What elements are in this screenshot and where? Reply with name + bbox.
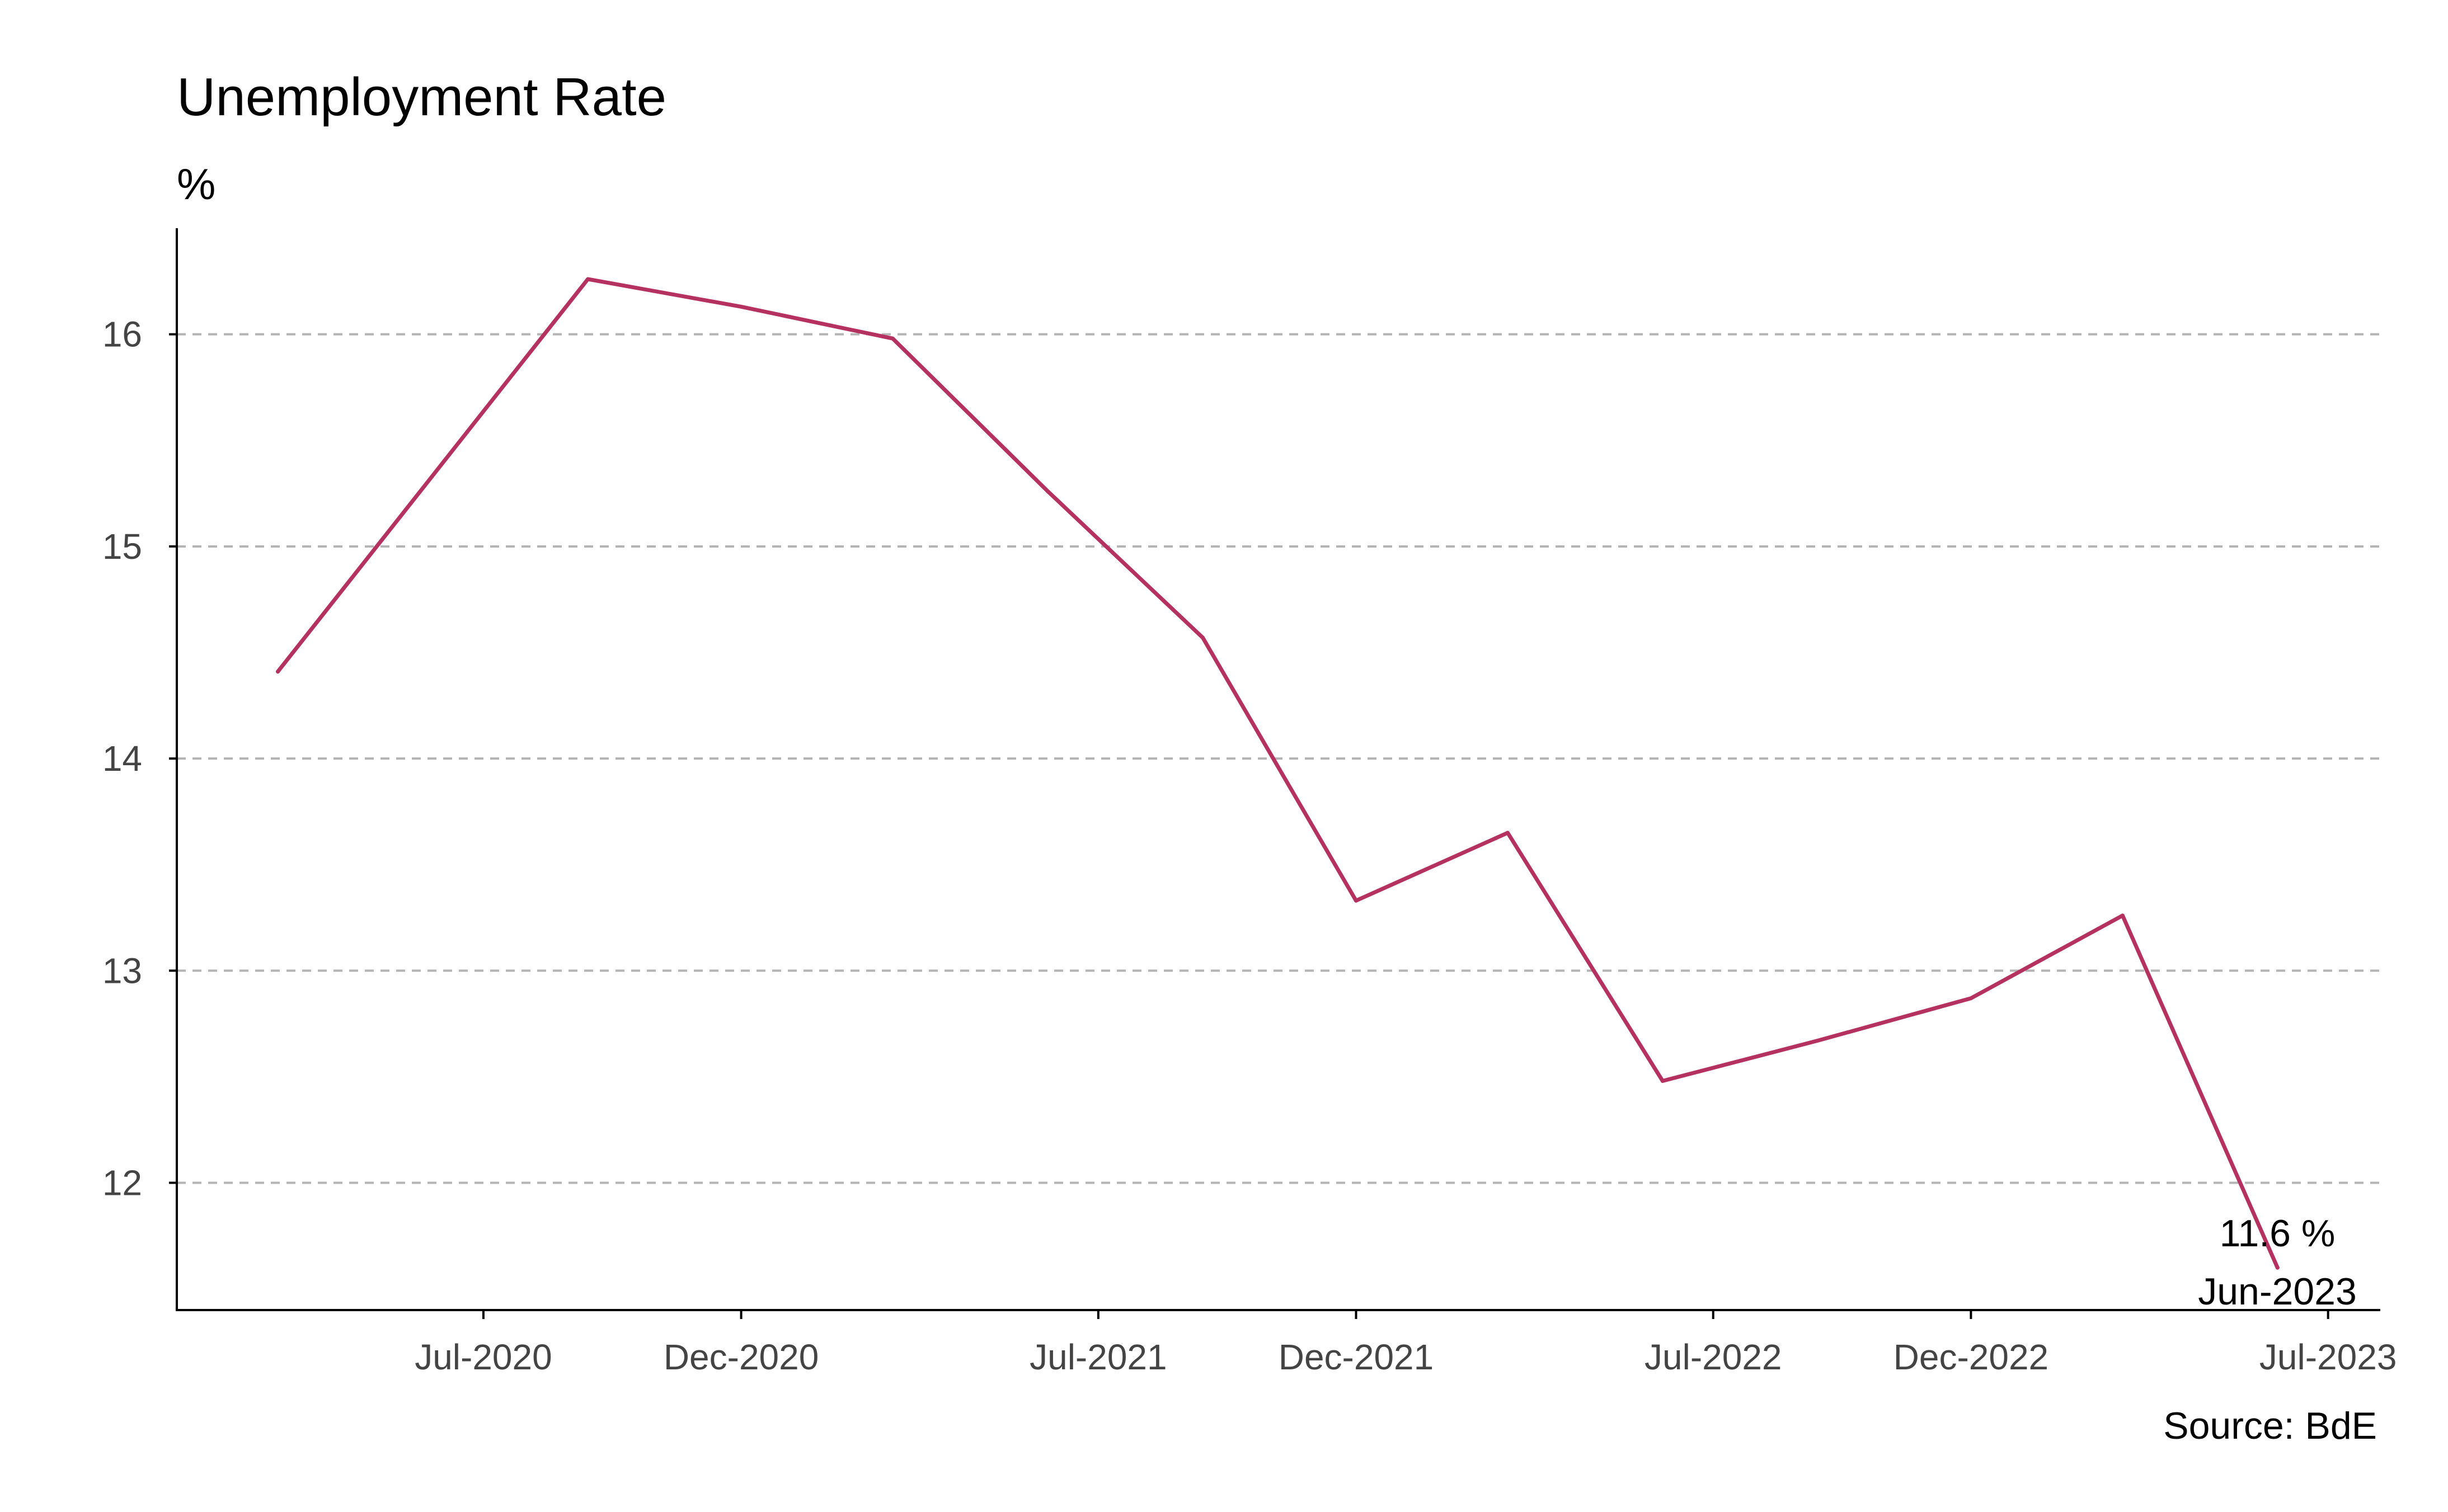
y-tick-label: 14 <box>102 738 142 779</box>
y-tick-label: 13 <box>102 950 142 991</box>
series-group <box>276 277 2280 1270</box>
x-tick-label: Dec-2022 <box>1893 1337 2049 1377</box>
data-point <box>891 336 895 341</box>
data-point <box>2120 913 2125 918</box>
x-tick-label: Dec-2021 <box>1279 1337 1434 1377</box>
last-value-annotation: 11.6 % Jun-2023 <box>2198 1212 2357 1313</box>
x-axis-ticks: Jul-2020 Dec-2020 Jul-2021 Dec-2021 Jul-2022… <box>415 1310 2397 1377</box>
data-point <box>1201 635 1205 640</box>
x-tick-label: Jul-2023 <box>2259 1337 2397 1377</box>
grid-lines <box>177 333 2380 1184</box>
data-point <box>1660 1078 1665 1083</box>
x-tick-label: Jul-2022 <box>1644 1337 1782 1377</box>
data-point <box>1968 996 1973 1001</box>
x-tick-label: Dec-2020 <box>664 1337 819 1377</box>
y-axis-unit-label: % <box>177 159 215 209</box>
x-tick-label: Jul-2021 <box>1030 1337 1167 1377</box>
y-tick-label: 16 <box>102 314 142 355</box>
data-point <box>1815 1038 1820 1043</box>
data-point <box>739 304 744 309</box>
series-line <box>276 277 2280 1270</box>
data-point <box>1046 489 1050 493</box>
y-axis-ticks: 12 13 14 15 16 <box>102 314 177 1203</box>
data-point <box>586 277 590 281</box>
last-value-label: 11.6 % <box>2220 1212 2336 1255</box>
data-point <box>276 670 280 674</box>
chart-title: Unemployment Rate <box>177 67 666 127</box>
y-tick-label: 15 <box>102 526 142 567</box>
x-tick-label: Jul-2020 <box>415 1337 552 1377</box>
data-point <box>2275 1265 2280 1270</box>
data-point <box>1354 898 1358 903</box>
source-note: Source: BdE <box>2163 1405 2377 1447</box>
last-date-label: Jun-2023 <box>2198 1270 2357 1313</box>
y-tick-label: 12 <box>102 1162 142 1203</box>
data-point <box>1506 831 1510 835</box>
